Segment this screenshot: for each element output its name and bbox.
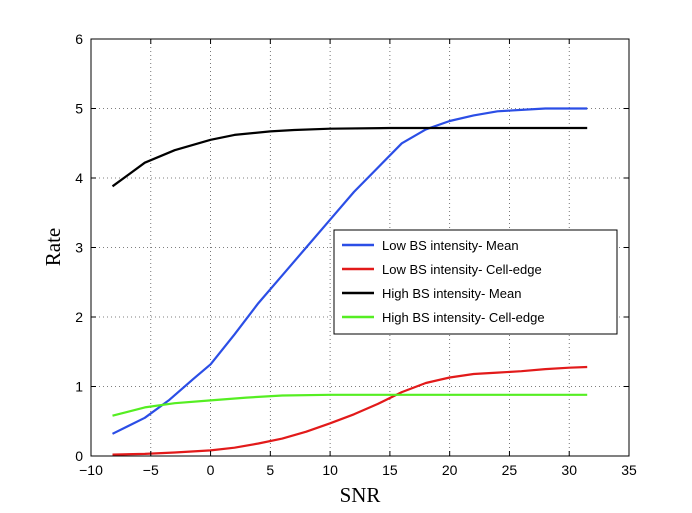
x-tick-label: −5: [143, 462, 159, 478]
legend: Low BS intensity- Mean Low BS intensity- …: [333, 229, 618, 335]
y-tick-label: 5: [75, 101, 83, 117]
axis-ticks: −10 −5 0 5 10 15 20 25 30 35 0 1 2 3 4 5 6: [75, 31, 637, 478]
x-tick-label: 35: [621, 462, 637, 478]
y-tick-label: 3: [75, 240, 83, 256]
y-tick-label: 1: [75, 379, 83, 395]
x-tick-label: 25: [502, 462, 518, 478]
x-tick-label: 30: [561, 462, 577, 478]
x-tick-label: 0: [207, 462, 215, 478]
legend-entry: Low BS intensity- Mean: [382, 238, 519, 253]
y-tick-label: 4: [75, 170, 83, 186]
x-tick-label: 5: [266, 462, 274, 478]
series-line-3: [111, 126, 588, 188]
x-tick-label: −10: [79, 462, 103, 478]
series-line-2: [112, 365, 588, 456]
legend-entry: Low BS intensity- Cell-edge: [382, 262, 542, 277]
legend-entry: High BS intensity- Mean: [382, 286, 521, 301]
legend-box: [333, 229, 618, 335]
series-lines: [111, 107, 588, 456]
x-tick-label: 15: [382, 462, 398, 478]
y-axis-label: Rate: [41, 228, 65, 266]
legend-entry: High BS intensity- Cell-edge: [382, 310, 545, 325]
series-line-1: [112, 107, 588, 435]
x-axis-label: SNR: [340, 483, 381, 507]
x-tick-label: 20: [442, 462, 458, 478]
x-tick-label: 10: [322, 462, 338, 478]
y-tick-label: 0: [75, 448, 83, 464]
y-tick-label: 2: [75, 309, 83, 325]
series-line-4: [112, 393, 588, 417]
y-tick-label: 6: [75, 31, 83, 47]
